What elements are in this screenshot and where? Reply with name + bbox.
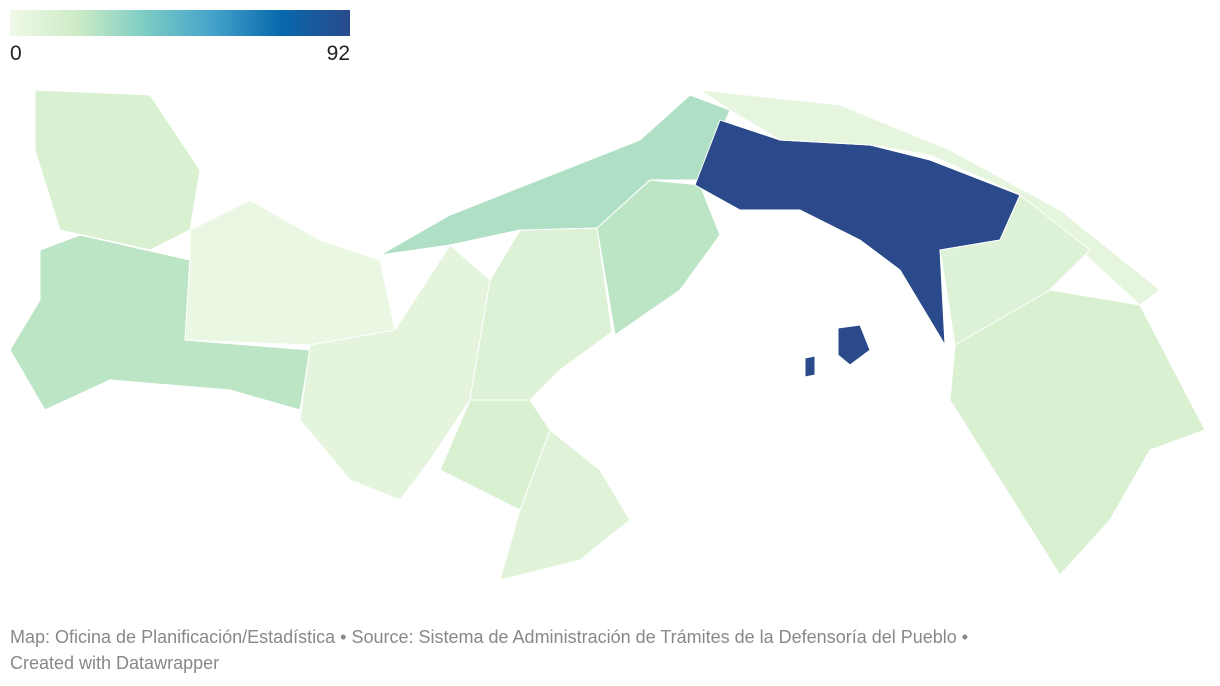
legend-min: 0 (10, 42, 22, 65)
region (499, 429, 631, 581)
region (469, 227, 613, 401)
region (299, 244, 491, 501)
region (34, 89, 201, 251)
regions (9, 89, 1206, 581)
legend-max: 92 (327, 42, 350, 65)
region (9, 234, 311, 411)
region (949, 289, 1206, 576)
legend-gradient (10, 10, 350, 36)
footer-line: Map: Oficina de Planificación/Estadístic… (10, 627, 968, 647)
footer-line: Created with Datawrapper (10, 653, 219, 673)
region (699, 89, 1161, 306)
region (596, 179, 721, 336)
region (184, 199, 396, 346)
region (837, 324, 871, 366)
region (804, 355, 816, 378)
